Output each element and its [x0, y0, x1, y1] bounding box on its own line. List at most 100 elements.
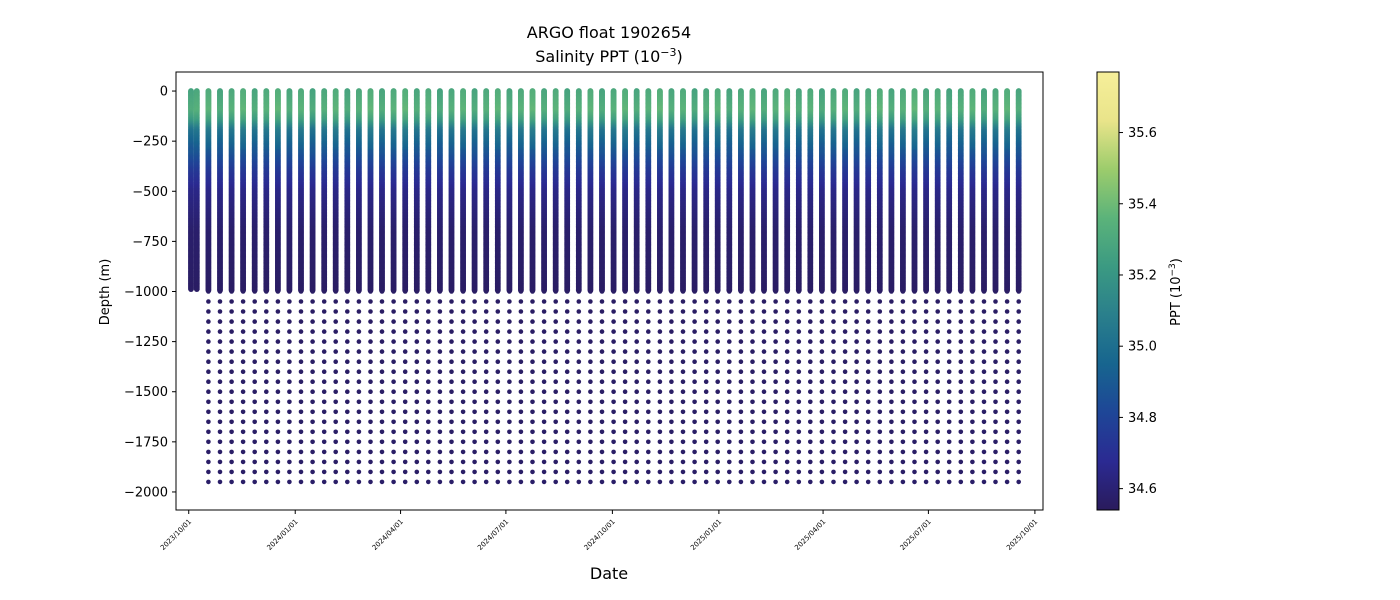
data-point	[414, 359, 420, 365]
data-point	[275, 439, 281, 445]
data-point	[206, 459, 211, 465]
data-point	[437, 429, 443, 435]
data-point	[379, 339, 385, 344]
data-point	[252, 319, 257, 324]
data-point	[333, 409, 339, 415]
data-point	[298, 469, 304, 475]
data-point	[217, 399, 223, 405]
data-point	[345, 449, 350, 455]
data-point	[437, 399, 443, 405]
data-point	[379, 359, 385, 365]
data-point	[391, 349, 396, 354]
data-point	[229, 449, 234, 455]
data-point	[240, 359, 246, 365]
data-point	[345, 399, 350, 405]
data-point	[206, 329, 211, 334]
data-point	[298, 479, 304, 485]
data-point	[356, 419, 362, 425]
data-point	[240, 319, 246, 324]
data-point	[460, 399, 466, 405]
data-point	[345, 299, 350, 304]
data-point	[356, 389, 362, 395]
data-point	[321, 309, 327, 314]
data-point	[240, 469, 246, 475]
data-point	[310, 389, 315, 395]
data-point	[252, 339, 257, 344]
data-point	[414, 429, 420, 435]
data-point	[345, 429, 350, 435]
data-point	[356, 329, 362, 334]
data-point	[298, 459, 304, 465]
data-point	[379, 289, 385, 294]
data-point	[252, 289, 257, 294]
data-point	[275, 339, 281, 344]
data-point	[310, 399, 315, 405]
data-point	[426, 429, 431, 435]
data-point	[449, 469, 454, 475]
data-point	[321, 469, 327, 475]
data-point	[264, 289, 269, 294]
data-point	[275, 349, 281, 354]
data-point	[414, 449, 420, 455]
data-point	[229, 339, 234, 344]
data-point	[414, 389, 420, 395]
data-point	[345, 359, 350, 365]
data-point	[298, 329, 304, 334]
data-point	[356, 449, 362, 455]
data-point	[240, 379, 246, 385]
data-point	[437, 289, 443, 294]
data-point	[426, 359, 431, 365]
data-point	[426, 309, 431, 314]
data-point	[426, 469, 431, 475]
data-point	[391, 419, 396, 425]
data-point	[264, 349, 269, 354]
data-point	[252, 379, 257, 385]
data-point	[356, 379, 362, 385]
data-point	[217, 359, 223, 365]
data-point	[229, 399, 234, 405]
data-point	[321, 399, 327, 405]
data-point	[217, 329, 223, 334]
data-point	[298, 299, 304, 304]
data-point	[264, 299, 269, 304]
data-point	[298, 349, 304, 354]
data-point	[287, 469, 292, 475]
data-point	[217, 339, 223, 344]
data-point	[345, 419, 350, 425]
data-point	[449, 459, 454, 465]
data-point	[275, 449, 281, 455]
data-point	[345, 309, 350, 314]
data-point	[252, 349, 257, 354]
data-point	[252, 299, 257, 304]
data-point	[449, 419, 454, 425]
data-point	[402, 289, 408, 294]
data-point	[368, 379, 373, 385]
data-point	[206, 369, 211, 375]
data-point	[345, 329, 350, 334]
data-point	[368, 399, 373, 405]
data-point	[217, 439, 223, 445]
data-point	[264, 379, 269, 385]
data-point	[368, 329, 373, 334]
data-point	[240, 479, 246, 485]
data-point	[321, 389, 327, 395]
data-point	[298, 359, 304, 365]
data-point	[402, 469, 408, 475]
data-point	[310, 409, 315, 415]
data-point	[275, 409, 281, 415]
data-point	[264, 439, 269, 445]
data-point	[287, 439, 292, 445]
data-point	[379, 399, 385, 405]
data-point	[402, 459, 408, 465]
data-point	[321, 369, 327, 375]
data-point	[310, 349, 315, 354]
data-point	[345, 319, 350, 324]
data-point	[391, 389, 396, 395]
data-point	[368, 459, 373, 465]
data-point	[368, 349, 373, 354]
data-point	[345, 349, 350, 354]
data-point	[206, 319, 211, 324]
data-point	[414, 459, 420, 465]
data-point	[460, 299, 466, 304]
